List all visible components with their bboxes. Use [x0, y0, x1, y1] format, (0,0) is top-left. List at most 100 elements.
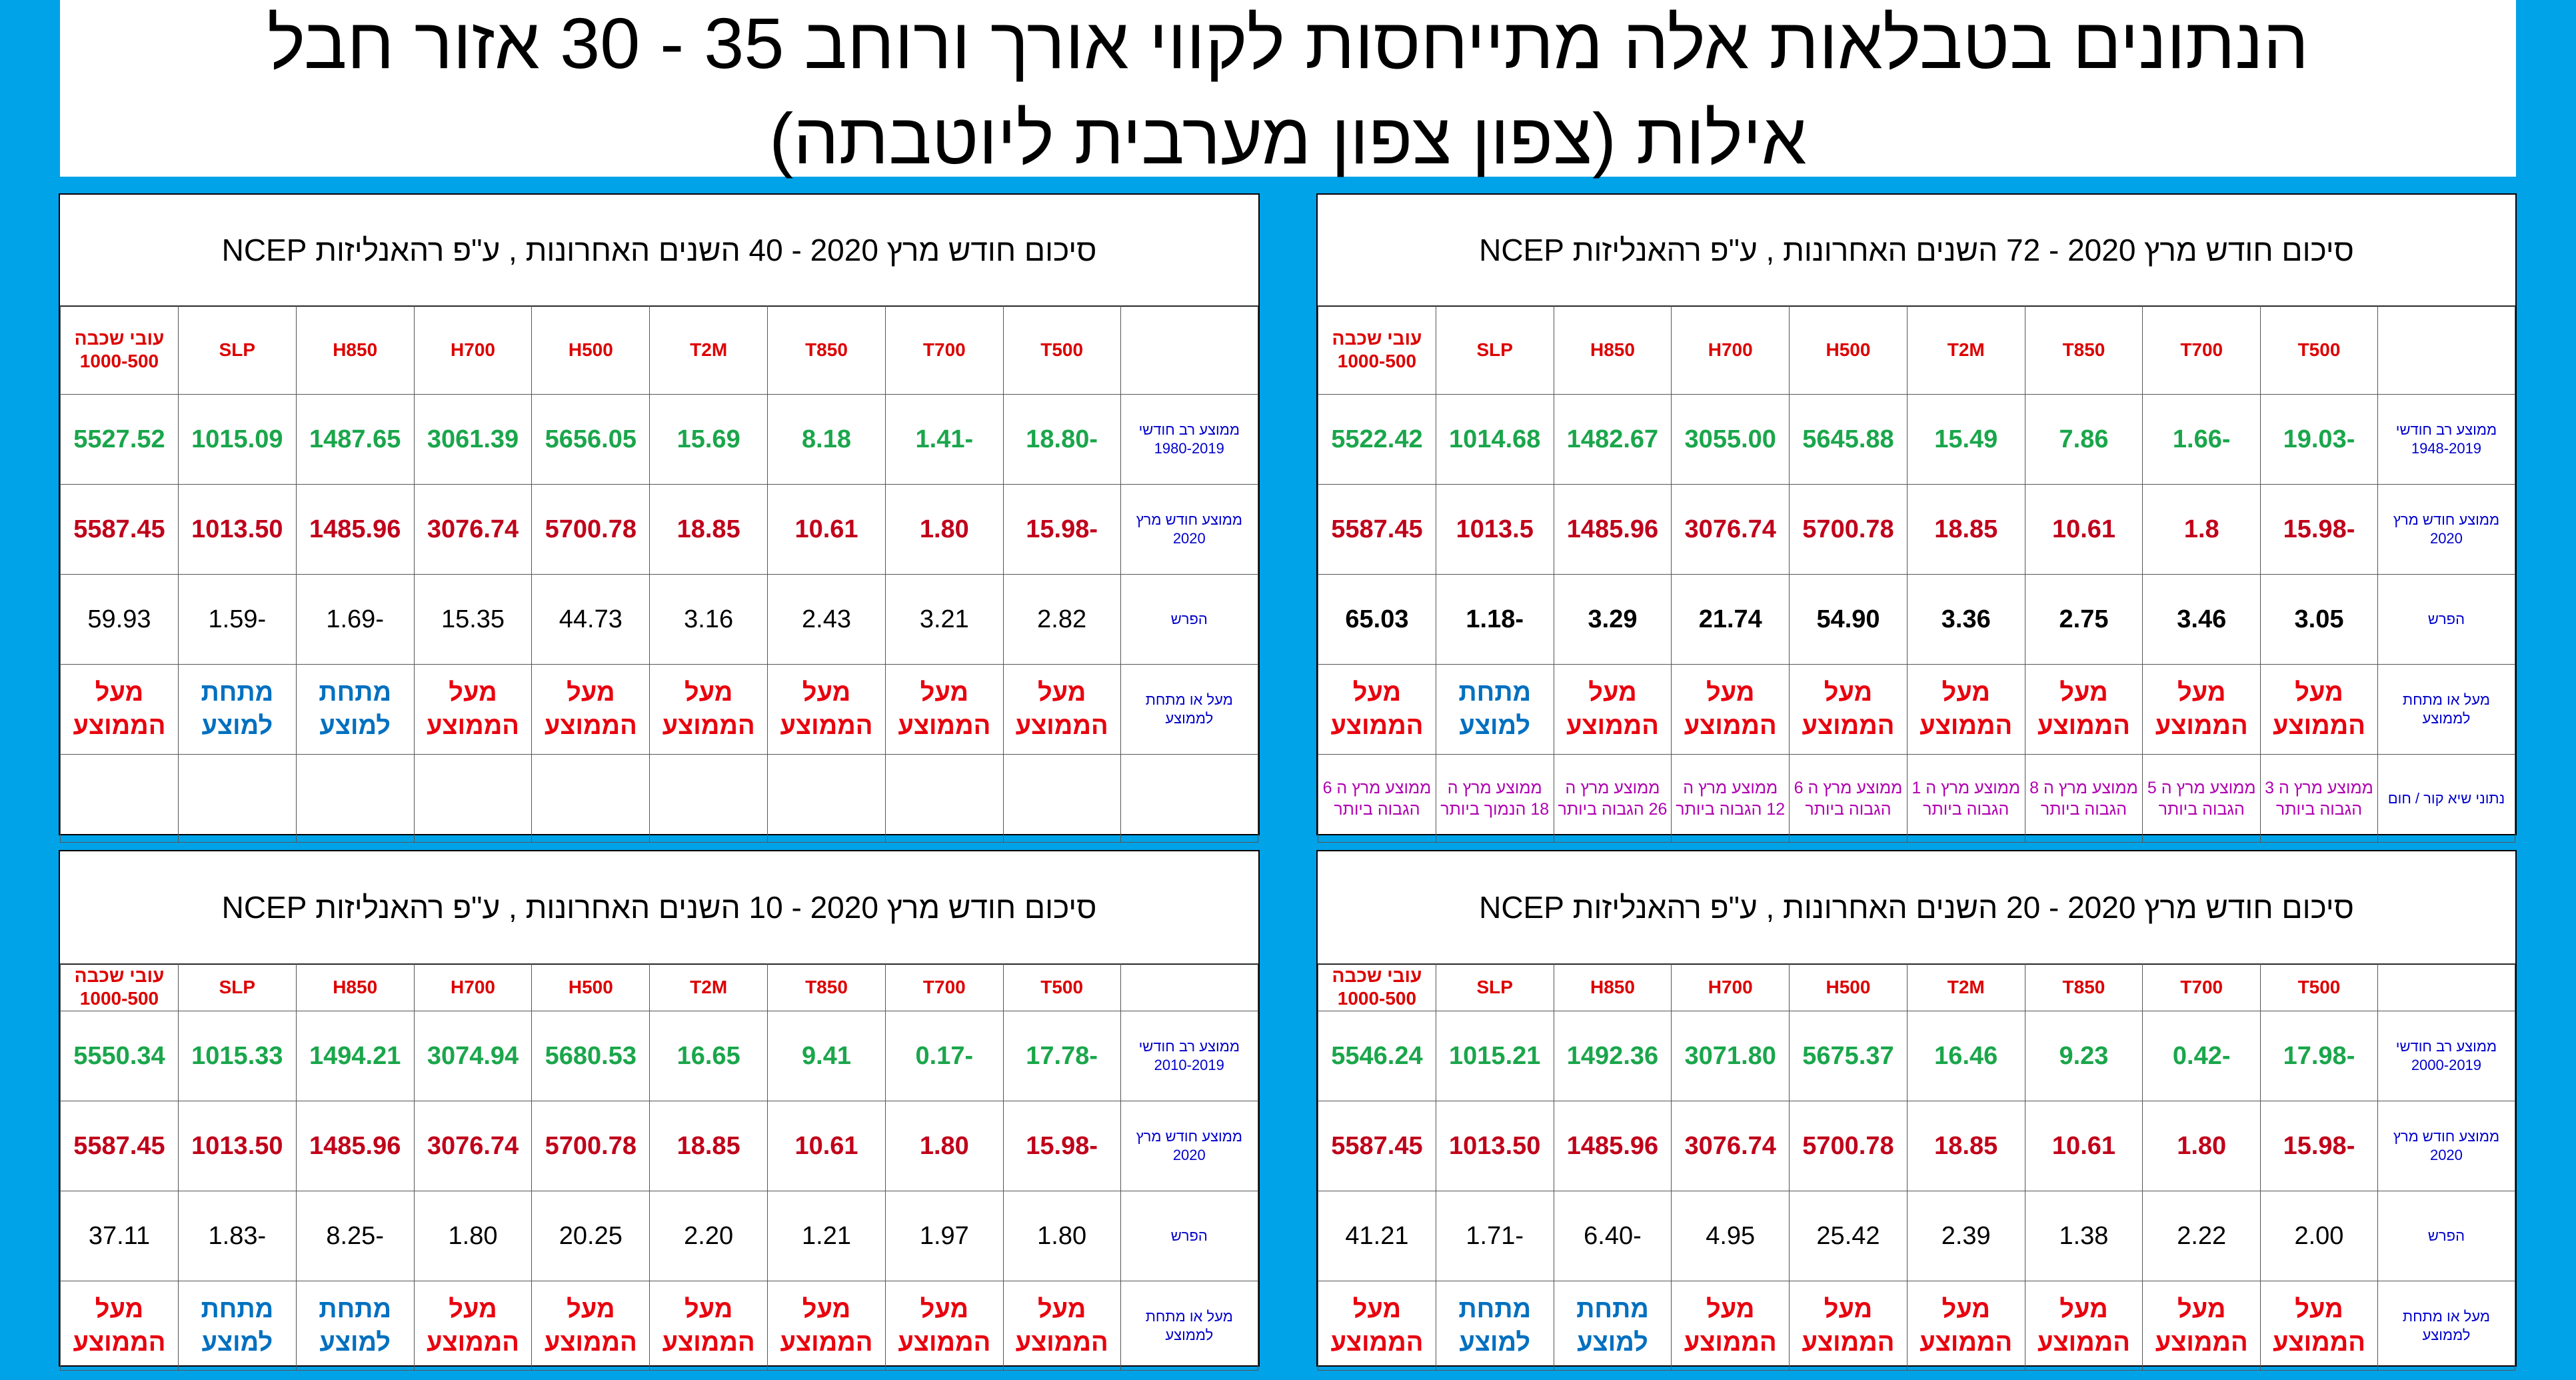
column-header: H700: [413, 305, 533, 395]
current-value: -15.98: [2260, 484, 2378, 575]
average-value: 5522.42: [1318, 394, 1436, 485]
diff-value: 3.29: [1553, 574, 1672, 665]
status-value: מתחת למוצע: [1553, 1281, 1672, 1371]
current-value: 5587.45: [1318, 484, 1436, 575]
status-value: מעל הממוצע: [1318, 1281, 1436, 1371]
row-label-current: ממוצע חודש מרץ 2020: [2377, 484, 2516, 575]
column-header: T700: [884, 963, 1004, 1011]
average-value: 5527.52: [60, 394, 179, 485]
table-row: ממוצע חודש מרץ 2020 -15.98 1.80 10.61 18.85 5…: [60, 1101, 1259, 1191]
row-label-current: ממוצע חודש מרץ 2020: [1120, 484, 1259, 575]
current-value: 5587.45: [60, 484, 179, 575]
diff-value: 4.95: [1671, 1191, 1790, 1281]
current-value: 18.85: [1906, 484, 2025, 575]
current-value: 5587.45: [1318, 1101, 1436, 1191]
column-header: T2M: [649, 305, 768, 395]
diff-value: 3.05: [2260, 574, 2378, 665]
diff-value: 41.21: [1318, 1191, 1436, 1281]
row-label-diff: הפרש: [2377, 1191, 2516, 1281]
current-value: 1485.96: [1553, 484, 1672, 575]
row-label-diff: הפרש: [2377, 574, 2516, 665]
column-header: H500: [531, 305, 650, 395]
current-value: 1.80: [884, 1101, 1004, 1191]
current-value: 18.85: [649, 484, 768, 575]
status-value: מעל הממוצע: [2142, 1281, 2261, 1371]
status-value: מעל הממוצע: [1671, 1281, 1790, 1371]
diff-value: 1.21: [767, 1191, 886, 1281]
status-value: מעל הממוצע: [1002, 1281, 1121, 1371]
status-value: מתחת למוצע: [177, 664, 297, 755]
average-value: 1487.65: [295, 394, 415, 485]
diff-value: -6.40: [1553, 1191, 1672, 1281]
row-label-empty: [2377, 305, 2516, 395]
data-table: T500 T700 T850 T2M H500 H700 H850 SLP עובי שכבה …: [1318, 963, 2516, 1371]
column-header: SLP: [177, 963, 297, 1011]
column-header: H500: [1789, 305, 1908, 395]
extreme-value: ממוצע מרץ ה 5 הגבוה ביותר: [2142, 754, 2261, 843]
diff-value: 59.93: [60, 574, 179, 665]
average-value: -1.41: [884, 394, 1004, 485]
diff-value: 3.16: [649, 574, 768, 665]
status-value: מעל הממוצע: [1789, 1281, 1908, 1371]
average-value: 1492.36: [1553, 1011, 1672, 1101]
empty-cell: [60, 754, 179, 843]
empty-cell: [177, 754, 297, 843]
table-row: הפרש 2.82 3.21 2.43 3.16 44.73 15.35 -1.69 -1.59…: [60, 574, 1259, 665]
current-value: 10.61: [2024, 1101, 2143, 1191]
average-value: 1014.68: [1435, 394, 1554, 485]
column-header: T850: [2024, 963, 2143, 1011]
column-header: עובי שכבה 1000-500: [60, 305, 179, 395]
column-header: SLP: [1435, 305, 1554, 395]
average-value: 5546.24: [1318, 1011, 1436, 1101]
diff-value: -1.71: [1435, 1191, 1554, 1281]
status-value: מעל הממוצע: [2024, 664, 2143, 755]
table-row: ממוצע חודש מרץ 2020 -15.98 1.8 10.61 18.85 57…: [1318, 484, 2516, 575]
diff-value: 2.82: [1002, 574, 1121, 665]
average-value: 8.18: [767, 394, 886, 485]
diff-value: 2.00: [2260, 1191, 2378, 1281]
current-value: 1485.96: [295, 1101, 415, 1191]
row-label-status: מעל או מתחת לממוצע: [1120, 1281, 1259, 1371]
current-value: 5700.78: [1789, 1101, 1908, 1191]
current-value: 10.61: [767, 1101, 886, 1191]
column-header: T500: [2260, 963, 2378, 1011]
average-value: -17.78: [1002, 1011, 1121, 1101]
column-header: H700: [1671, 963, 1790, 1011]
empty-cell: [1120, 754, 1259, 843]
average-value: 1482.67: [1553, 394, 1672, 485]
current-value: 5700.78: [1789, 484, 1908, 575]
column-header: T700: [884, 305, 1004, 395]
empty-cell: [1002, 754, 1121, 843]
column-header: T850: [2024, 305, 2143, 395]
current-value: 1.80: [2142, 1101, 2261, 1191]
table-row: הפרש 1.80 1.97 1.21 2.20 20.25 1.80 -8.25 -1.83 3…: [60, 1191, 1259, 1281]
row-label-average: ממוצע רב חודשי 2000-2019: [2377, 1011, 2516, 1101]
column-header: SLP: [177, 305, 297, 395]
table-row: הפרש 2.00 2.22 1.38 2.39 25.42 4.95 -6.40 -1.71 4…: [1318, 1191, 2516, 1281]
table-row: ממוצע רב חודשי 1980-2019 -18.80 -1.41 8.18 1…: [60, 394, 1259, 485]
diff-value: 2.39: [1906, 1191, 2025, 1281]
row-label-current: ממוצע חודש מרץ 2020: [1120, 1101, 1259, 1191]
average-value: 3061.39: [413, 394, 533, 485]
status-value: מעל הממוצע: [1318, 664, 1436, 755]
row-label-average: ממוצע רב חודשי 2010-2019: [1120, 1011, 1259, 1101]
table-row: ממוצע רב חודשי 2010-2019 -17.78 -0.17 9.41 1…: [60, 1011, 1259, 1101]
table-row: מעל או מתחת לממוצע מעל הממוצע מעל הממוצע מע…: [1318, 664, 2516, 755]
row-label-status: מעל או מתחת לממוצע: [2377, 664, 2516, 755]
column-header: עובי שכבה 1000-500: [60, 963, 179, 1011]
status-value: מעל הממוצע: [1553, 664, 1672, 755]
column-header: H850: [295, 963, 415, 1011]
column-header: T700: [2142, 963, 2261, 1011]
empty-cell: [413, 754, 533, 843]
row-label-diff: הפרש: [1120, 1191, 1259, 1281]
current-value: -15.98: [2260, 1101, 2378, 1191]
row-label-empty: [1120, 305, 1259, 395]
table-row: ממוצע רב חודשי 1948-2019 -19.03 -1.66 7.86 1…: [1318, 394, 2516, 485]
diff-value: 65.03: [1318, 574, 1436, 665]
column-header: H850: [1553, 305, 1672, 395]
current-value: 1485.96: [295, 484, 415, 575]
status-value: מעל הממוצע: [531, 1281, 650, 1371]
row-label-average: ממוצע רב חודשי 1948-2019: [2377, 394, 2516, 485]
table-row: נתוני שיא קור / חום ממוצע מרץ ה 3 הגבוה ב…: [1318, 754, 2516, 843]
average-value: -18.80: [1002, 394, 1121, 485]
